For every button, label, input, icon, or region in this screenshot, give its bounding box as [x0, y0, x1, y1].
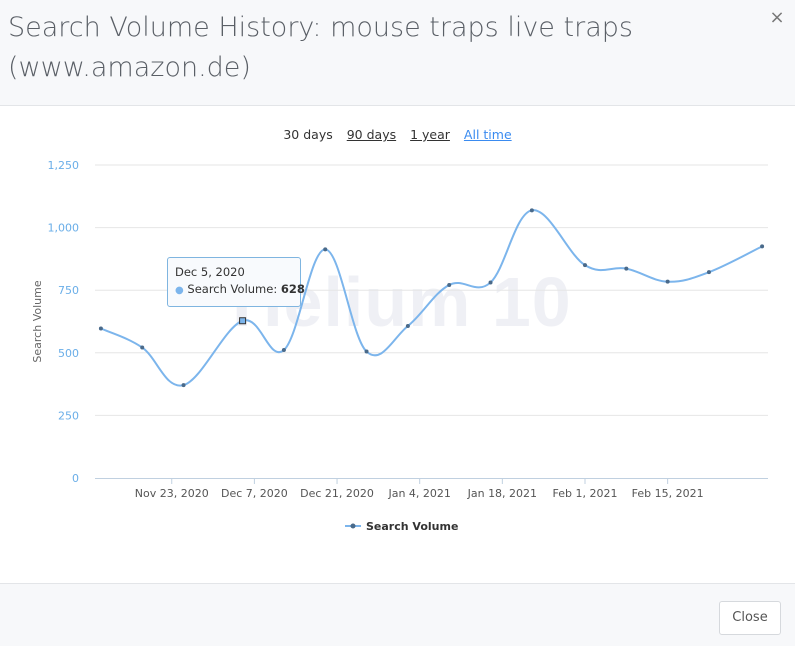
data-point — [140, 345, 145, 350]
data-point — [181, 383, 186, 388]
search-volume-chart: 0 250 500 750 1,000 1,250 Nov 23, 2020 Dec 7, 2… — [31, 159, 768, 533]
y-tick-label: 0 — [72, 472, 79, 485]
data-point — [281, 348, 286, 353]
data-point — [323, 247, 328, 252]
close-icon[interactable]: × — [769, 7, 785, 28]
modal-header: Search Volume History: mouse traps live … — [0, 0, 795, 106]
data-point — [529, 208, 534, 213]
x-tick-label: Dec 7, 2020 — [221, 487, 288, 500]
legend-marker — [350, 523, 356, 529]
data-point — [405, 324, 410, 329]
data-point — [98, 326, 103, 331]
data-point — [582, 263, 587, 268]
tooltip-series-label: Search Volume: — [187, 282, 278, 296]
x-tick-label: Jan 18, 2021 — [467, 487, 537, 500]
range-90-days[interactable]: 90 days — [346, 127, 397, 142]
x-tick-label: Nov 23, 2020 — [135, 487, 209, 500]
x-tick-label: Dec 21, 2020 — [300, 487, 374, 500]
data-point — [665, 279, 670, 284]
modal-footer: Close — [0, 583, 795, 646]
data-point — [447, 282, 452, 287]
modal-title: Search Volume History: mouse traps live … — [8, 12, 633, 83]
x-tick-label: Feb 15, 2021 — [632, 487, 704, 500]
tooltip-value: 628 — [280, 282, 305, 296]
range-30-days[interactable]: 30 days — [283, 127, 333, 142]
data-point — [364, 349, 369, 354]
tooltip-date: Dec 5, 2020 — [175, 265, 245, 279]
chart-tooltip: Dec 5, 2020 ● Search Volume: 628 — [167, 257, 305, 307]
data-point — [488, 280, 493, 285]
y-tick-label: 250 — [58, 409, 79, 422]
data-point — [706, 270, 711, 275]
y-tick-label: 1,250 — [48, 159, 80, 172]
x-tick-label: Jan 4, 2021 — [387, 487, 450, 500]
y-tick-label: 500 — [58, 347, 79, 360]
y-tick-label: 1,000 — [48, 222, 80, 235]
y-tick-label: 750 — [58, 284, 79, 297]
range-1-year[interactable]: 1 year — [410, 127, 450, 142]
close-button[interactable]: Close — [719, 601, 781, 635]
range-all-time[interactable]: All time — [463, 127, 512, 142]
x-tick-label: Feb 1, 2021 — [553, 487, 618, 500]
tooltip-value-line: ● Search Volume: 628 — [175, 281, 305, 299]
series-dot-icon: ● — [175, 285, 184, 296]
data-point — [760, 244, 765, 249]
hovered-data-point — [239, 317, 247, 325]
legend-label: Search Volume — [366, 520, 458, 533]
range-selector: 30 days 90 days 1 year All time — [0, 127, 795, 147]
data-point — [624, 266, 629, 271]
y-axis-title: Search Volume — [31, 280, 44, 362]
